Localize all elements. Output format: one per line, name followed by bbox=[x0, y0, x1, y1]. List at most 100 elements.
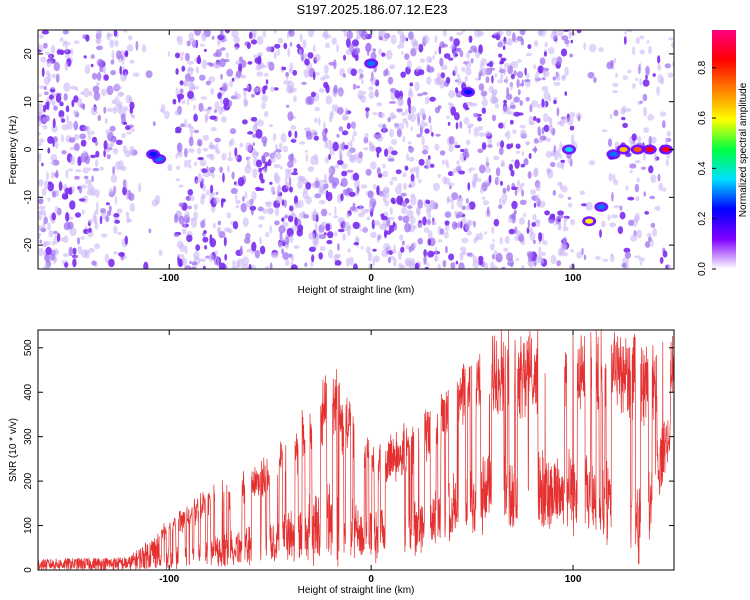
noise-blob bbox=[50, 171, 55, 179]
noise-blob bbox=[602, 258, 609, 262]
noise-blob bbox=[537, 103, 542, 109]
noise-blob bbox=[38, 93, 43, 97]
noise-blob bbox=[259, 245, 266, 255]
noise-blob bbox=[103, 106, 107, 114]
noise-blob bbox=[269, 86, 275, 93]
noise-blob bbox=[387, 256, 392, 264]
noise-blob bbox=[231, 265, 239, 269]
noise-blob bbox=[298, 48, 303, 56]
noise-blob bbox=[389, 112, 395, 120]
noise-blob bbox=[416, 111, 420, 122]
noise-blob bbox=[561, 35, 569, 41]
noise-blob bbox=[410, 173, 415, 182]
y-tick-label: 500 bbox=[23, 339, 34, 356]
noise-blob bbox=[406, 153, 410, 162]
noise-blob bbox=[402, 240, 405, 246]
noise-blob bbox=[349, 44, 353, 53]
noise-blob bbox=[83, 175, 89, 180]
noise-blob bbox=[231, 171, 235, 180]
noise-blob bbox=[90, 63, 94, 68]
noise-blob bbox=[352, 221, 360, 230]
noise-blob bbox=[566, 116, 574, 126]
noise-blob bbox=[510, 143, 514, 148]
noise-blob bbox=[562, 75, 567, 80]
noise-blob bbox=[401, 112, 406, 116]
noise-blob bbox=[282, 145, 288, 153]
noise-blob bbox=[667, 264, 672, 269]
noise-blob bbox=[323, 183, 327, 190]
noise-blob bbox=[516, 230, 521, 238]
noise-blob bbox=[486, 206, 490, 217]
noise-blob bbox=[556, 107, 560, 117]
noise-blob bbox=[372, 112, 378, 116]
noise-blob bbox=[73, 40, 80, 45]
noise-blob bbox=[330, 111, 334, 115]
noise-blob bbox=[487, 144, 493, 148]
noise-blob bbox=[231, 77, 235, 82]
noise-blob bbox=[540, 251, 547, 256]
y-tick-label: 300 bbox=[23, 428, 34, 445]
noise-blob bbox=[564, 39, 570, 45]
noise-blob bbox=[311, 254, 315, 263]
noise-blob bbox=[68, 137, 76, 143]
noise-blob bbox=[419, 58, 426, 64]
noise-blob bbox=[477, 148, 484, 154]
noise-blob bbox=[638, 257, 646, 262]
noise-blob bbox=[232, 221, 239, 230]
noise-blob bbox=[293, 245, 300, 249]
noise-blob bbox=[491, 75, 494, 84]
noise-blob bbox=[349, 206, 357, 211]
noise-blob bbox=[207, 106, 212, 110]
noise-blob bbox=[638, 64, 641, 75]
noise-blob bbox=[455, 260, 459, 265]
noise-blob bbox=[416, 133, 422, 138]
noise-blob bbox=[519, 199, 527, 205]
noise-blob bbox=[228, 151, 232, 160]
noise-blob bbox=[80, 249, 88, 258]
noise-blob bbox=[473, 126, 480, 137]
noise-blob bbox=[174, 213, 179, 224]
noise-blob bbox=[218, 106, 223, 115]
noise-blob bbox=[80, 139, 87, 147]
noise-blob bbox=[625, 108, 632, 112]
noise-blob bbox=[53, 230, 58, 235]
noise-blob bbox=[617, 226, 624, 235]
noise-blob bbox=[531, 222, 536, 227]
colorbar: 0.0 0.2 0.4 0.6 0.8 Normalized spectral ampl… bbox=[697, 30, 749, 276]
noise-blob bbox=[459, 121, 463, 129]
noise-blob bbox=[398, 95, 404, 106]
noise-blob bbox=[473, 237, 477, 244]
noise-blob bbox=[107, 33, 113, 37]
noise-blob bbox=[299, 141, 306, 145]
noise-blob bbox=[296, 43, 301, 49]
noise-blob bbox=[217, 220, 222, 226]
noise-blob bbox=[377, 234, 382, 240]
noise-blob bbox=[246, 84, 250, 90]
noise-blob bbox=[63, 235, 69, 244]
colorbar-gradient bbox=[712, 30, 736, 269]
noise-blob bbox=[444, 211, 452, 219]
noise-blob bbox=[126, 131, 132, 135]
noise-blob bbox=[372, 133, 378, 139]
noise-blob bbox=[234, 147, 238, 157]
noise-blob bbox=[186, 40, 191, 47]
noise-blob bbox=[303, 214, 310, 219]
noise-blob bbox=[533, 138, 539, 144]
noise-blob bbox=[652, 73, 656, 77]
noise-blob bbox=[442, 260, 447, 268]
noise-blob bbox=[488, 85, 494, 93]
noise-blob bbox=[519, 124, 526, 129]
noise-blob bbox=[203, 230, 207, 234]
y-tick-label: 0 bbox=[23, 146, 34, 152]
noise-blob bbox=[263, 85, 268, 90]
noise-blob bbox=[396, 108, 403, 113]
noise-blob bbox=[359, 73, 364, 79]
noise-blob bbox=[631, 46, 636, 56]
noise-blob bbox=[376, 102, 383, 107]
noise-blob bbox=[38, 198, 44, 205]
noise-blob bbox=[472, 260, 480, 269]
noise-blob bbox=[328, 212, 332, 216]
noise-blob bbox=[532, 214, 537, 220]
noise-blob bbox=[498, 122, 504, 129]
noise-blob bbox=[73, 133, 80, 140]
